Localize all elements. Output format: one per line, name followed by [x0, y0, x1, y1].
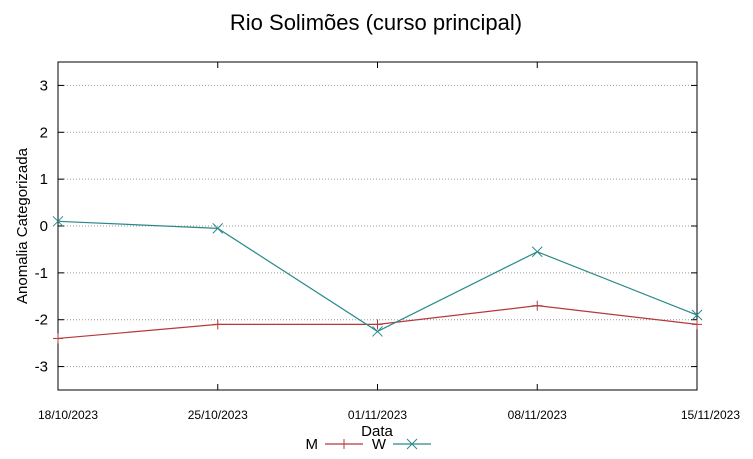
x-tick-label: 08/11/2023: [508, 408, 567, 422]
series-point-W: [372, 326, 383, 337]
series-point-W: [52, 215, 64, 227]
series-point-M: [692, 319, 702, 330]
y-tick-label: -2: [35, 312, 48, 329]
y-tick-label: 3: [40, 77, 48, 94]
series-point-W: [531, 246, 543, 258]
legend-marker-M: [339, 439, 349, 449]
y-tick-label: -3: [35, 359, 48, 376]
y-tick-label: 0: [40, 218, 48, 235]
x-axis-label: Data: [361, 423, 393, 440]
series-point-M: [53, 333, 63, 344]
chart-title: Rio Solimões (curso principal): [230, 10, 522, 35]
x-tick-label: 25/10/2023: [188, 408, 248, 422]
x-tick-label: 15/11/2023: [681, 408, 740, 422]
legend-label-M: M: [306, 436, 319, 453]
y-tick-label: 2: [40, 124, 48, 141]
series-point-M: [532, 300, 543, 311]
y-tick-label: 1: [40, 171, 48, 188]
x-axis: 18/10/2023 25/10/2023 01/11/2023 08/11/2023…: [38, 62, 740, 422]
x-tick-label: 18/10/2023: [38, 408, 98, 422]
y-axis-label: Anomalia Categorizada: [14, 147, 31, 304]
y-tick-label: -1: [35, 265, 48, 282]
series-point-W: [691, 309, 703, 321]
series-line-W: [57, 220, 698, 333]
legend-label-W: W: [372, 436, 387, 453]
x-tick-label: 01/11/2023: [348, 408, 407, 422]
series-point-M: [372, 319, 383, 330]
series-point-M: [212, 319, 223, 330]
series-layer: [52, 215, 703, 344]
series-point-W: [212, 222, 224, 234]
y-axis: 3 2 1 0 -1 -2 -3: [35, 77, 697, 376]
legend-marker-W: [406, 438, 418, 450]
